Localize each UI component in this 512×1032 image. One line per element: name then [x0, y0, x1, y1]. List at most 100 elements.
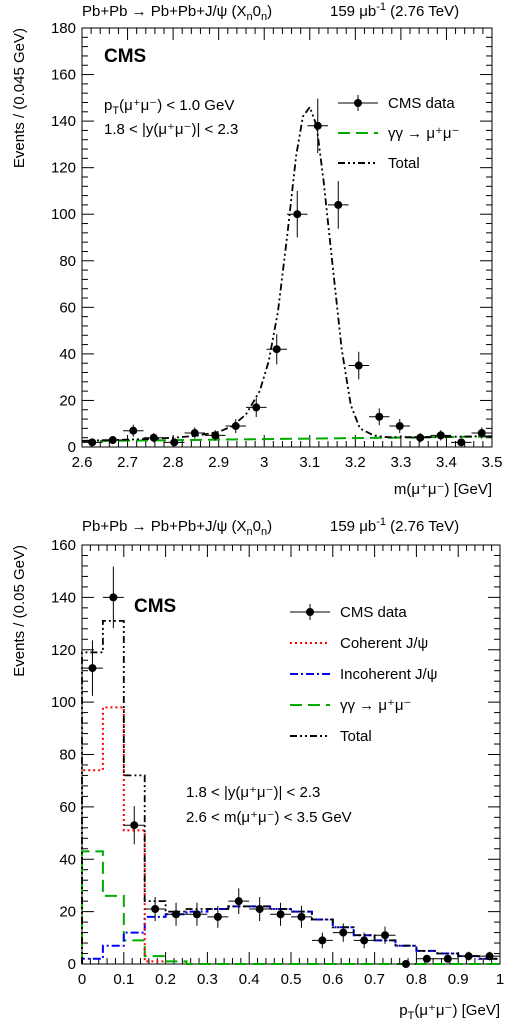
y-tick-label: 140 [51, 589, 76, 606]
mass-distribution-panel: Pb+Pb → Pb+Pb+J/ψ (Xn0n) 159 μb-1 (2.76 T… [0, 0, 512, 512]
process-subscript: n [261, 11, 267, 23]
data-point [353, 932, 375, 949]
legend-label: γγ → μ⁺μ⁻ [340, 697, 411, 714]
mass-distribution-chart: Pb+Pb → Pb+Pb+J/ψ (Xn0n) 159 μb-1 (2.76 T… [11, 1, 503, 498]
total-curve [81, 105, 493, 442]
data-marker [318, 936, 327, 945]
data-marker [395, 422, 404, 431]
luminosity-superscript: -1 [376, 516, 386, 528]
x-axis-text: p [399, 1002, 407, 1019]
gammagamma-curve [81, 435, 493, 443]
cut-label: 1.8 < |y(μ⁺μ⁻)| < 2.3 [186, 784, 320, 801]
data-point [287, 190, 308, 238]
data-point [369, 408, 390, 426]
x-tick-label: 0 [78, 971, 86, 988]
process-text: Pb+Pb → Pb+Pb+J/ψ (X [82, 518, 247, 535]
luminosity-label: 159 μb-1 (2.76 TeV) [330, 1, 459, 20]
y-tick-label: 60 [59, 799, 76, 816]
data-marker [149, 433, 158, 442]
plot-frame [81, 27, 493, 448]
legend-label: Total [388, 155, 420, 172]
legend-label: Coherent J/ψ [340, 635, 428, 652]
legend-label: Total [340, 728, 372, 745]
luminosity-text: (2.76 TeV) [386, 3, 459, 20]
legend-label: Incoherent J/ψ [340, 666, 437, 683]
data-marker [231, 422, 240, 431]
x-tick-label: 0.1 [113, 971, 134, 988]
data-marker [313, 121, 322, 130]
legend-entry: Coherent J/ψ [290, 635, 428, 652]
data-point [307, 98, 328, 154]
process-text: 0 [253, 3, 261, 20]
data-point [430, 430, 451, 441]
data-marker [172, 910, 181, 919]
data-marker [443, 954, 452, 963]
y-tick-label: 180 [51, 20, 76, 37]
data-point [102, 436, 123, 445]
data-point [82, 438, 103, 447]
x-tick-label: 3 [260, 454, 268, 471]
data-marker [416, 433, 425, 442]
data-point [165, 902, 187, 926]
legend-entry: Total [290, 728, 372, 745]
process-subscript: n [247, 526, 253, 538]
x-tick-label: 2.8 [163, 454, 184, 471]
x-tick-label: 1 [496, 971, 504, 988]
pt-distribution-chart: Pb+Pb → Pb+Pb+J/ψ (Xn0n) 159 μb-1 (2.76 T… [11, 516, 504, 1022]
legend-entry: Incoherent J/ψ [290, 666, 437, 683]
data-point [410, 433, 431, 443]
x-tick-label: 0.6 [322, 971, 343, 988]
legend-entry: γγ → μ⁺μ⁻ [290, 697, 411, 714]
luminosity-superscript: -1 [376, 1, 386, 13]
y-tick-label: 60 [59, 299, 76, 316]
data-marker [477, 429, 486, 438]
process-text: Pb+Pb → Pb+Pb+J/ψ (X [82, 3, 247, 20]
process-label: Pb+Pb → Pb+Pb+J/ψ (Xn0n) [82, 518, 272, 538]
legend-entry: CMS data [290, 604, 407, 621]
data-marker [293, 210, 302, 219]
data-point [249, 896, 271, 922]
process-text: ) [267, 3, 272, 20]
cms-label: CMS [134, 596, 176, 617]
x-axis-subscript: T [408, 1010, 415, 1022]
process-text: 0 [253, 518, 261, 535]
legend-entry: CMS data [338, 95, 455, 112]
data-point [270, 902, 291, 926]
process-subscript: n [261, 526, 267, 538]
data-marker [464, 952, 473, 961]
data-marker [276, 910, 285, 919]
data-marker [354, 361, 363, 370]
data-point [458, 951, 480, 961]
process-text: ) [267, 518, 272, 535]
data-point [164, 438, 185, 447]
data-marker [88, 664, 97, 673]
x-tick-label: 2.9 [208, 454, 229, 471]
data-point [225, 419, 246, 434]
data-marker [422, 954, 431, 963]
legend-label: γγ → μ⁺μ⁻ [388, 125, 459, 142]
legend-label: CMS data [340, 604, 407, 621]
data-point [374, 926, 396, 944]
data-point [246, 397, 267, 417]
y-tick-label: 160 [51, 67, 76, 84]
x-tick-label: 3.1 [299, 454, 320, 471]
cut-label: pT(μ⁺μ⁻) < 1.0 GeV [104, 97, 234, 117]
x-tick-label: 3.3 [390, 454, 411, 471]
data-point [82, 640, 103, 696]
x-tick-label: 0.4 [239, 971, 260, 988]
x-tick-label: 2.7 [117, 454, 138, 471]
data-point [123, 424, 144, 437]
y-tick-label: 40 [59, 851, 76, 868]
data-marker [360, 936, 369, 945]
data-point [348, 351, 369, 380]
luminosity-text: (2.76 TeV) [386, 518, 459, 535]
data-point [228, 888, 250, 914]
y-tick-label: 20 [59, 904, 76, 921]
cut-label: 2.6 < m(μ⁺μ⁻) < 3.5 GeV [186, 809, 352, 826]
x-tick-label: 3.5 [482, 454, 503, 471]
x-tick-label: 0.5 [281, 971, 302, 988]
data-marker [375, 412, 384, 421]
data-marker [485, 952, 494, 961]
y-axis-label: Events / (0.045 GeV) [11, 28, 28, 168]
data-marker [170, 438, 179, 447]
